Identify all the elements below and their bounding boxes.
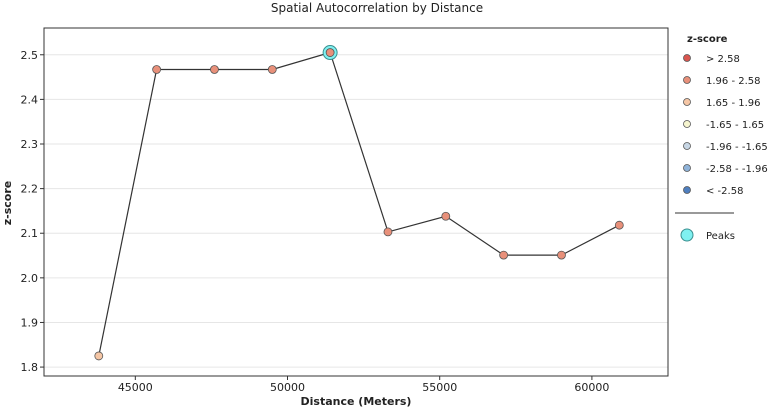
x-tick-label: 60000 [574, 381, 609, 394]
x-tick-label: 50000 [270, 381, 305, 394]
legend-label: < -2.58 [706, 186, 743, 197]
legend-peaks-marker [680, 228, 694, 242]
y-axis-label: z-score [1, 181, 14, 225]
x-tick-label: 55000 [422, 381, 457, 394]
y-tick-label: 2.1 [21, 227, 39, 240]
legend-marker [683, 76, 691, 84]
data-point [94, 351, 104, 361]
legend-marker [683, 186, 691, 194]
data-point [614, 220, 624, 230]
y-tick-label: 2.5 [21, 49, 39, 62]
y-tick-label: 2.4 [21, 93, 39, 106]
legend-label: -1.65 - 1.65 [706, 120, 764, 131]
legend-title: z-score [687, 34, 728, 45]
data-point [499, 250, 509, 260]
legend-marker [683, 98, 691, 106]
legend: z-score > 2.58 1.96 - 2.58 1.65 - 1.96 -1.6… [675, 34, 768, 242]
y-tick-label: 2.2 [21, 183, 39, 196]
plot-frame [43, 27, 669, 377]
y-axis-ticks: 1.8 1.9 2.0 2.1 2.2 2.3 2.4 2.5 [21, 49, 44, 374]
legend-label: 1.65 - 1.96 [706, 98, 761, 109]
data-point [152, 65, 162, 74]
data-point [441, 211, 451, 221]
legend-label: -2.58 - -1.96 [706, 164, 768, 175]
y-tick-label: 2.3 [21, 138, 39, 151]
legend-marker [683, 142, 691, 150]
grid-lines [44, 54, 668, 368]
chart-title: Spatial Autocorrelation by Distance [271, 1, 483, 15]
data-point [325, 48, 335, 57]
data-point [383, 227, 393, 237]
y-tick-label: 1.9 [21, 316, 39, 329]
z-score-series [94, 45, 624, 361]
y-tick-label: 2.0 [21, 272, 39, 285]
y-tick-label: 1.8 [21, 361, 39, 374]
legend-label: > 2.58 [706, 54, 740, 65]
x-axis-label: Distance (Meters) [301, 395, 412, 408]
data-point [267, 65, 277, 74]
data-point [557, 250, 566, 260]
legend-label: 1.96 - 2.58 [706, 76, 761, 87]
x-axis-ticks: 45000 50000 55000 60000 [118, 376, 609, 394]
data-point [210, 65, 219, 74]
legend-marker [683, 54, 691, 62]
legend-label: -1.96 - -1.65 [706, 142, 768, 153]
legend-marker [683, 120, 691, 128]
legend-marker [683, 164, 691, 172]
legend-peaks-label: Peaks [706, 231, 735, 242]
series-line [98, 51, 620, 357]
x-tick-label: 45000 [118, 381, 153, 394]
legend-items: > 2.58 1.96 - 2.58 1.65 - 1.96 -1.65 - 1.65… [683, 54, 768, 197]
